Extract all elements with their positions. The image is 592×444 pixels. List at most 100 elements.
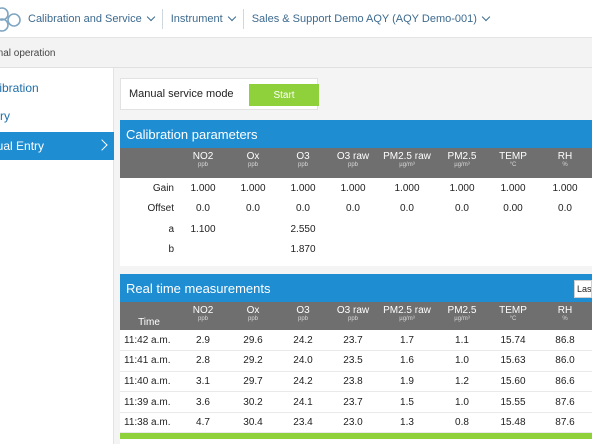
column-unit: ppb (297, 162, 308, 168)
cell (488, 432, 538, 439)
cell: 0.8 (436, 412, 488, 434)
cell[interactable] (228, 240, 278, 261)
cell: 1.0 (436, 391, 488, 413)
column-unit: ppb (197, 316, 208, 322)
table-row: 11:39 a.m. 3.6 30.2 24.1 23.7 1.5 1.0 15… (120, 391, 592, 413)
cell[interactable]: 2.550 (290, 223, 316, 235)
cell[interactable] (328, 219, 378, 240)
sidebar-item-label: alibration (0, 81, 39, 95)
cell: 15.60 (488, 371, 538, 393)
cell[interactable] (488, 219, 538, 240)
calibration-row-b: b 1.870 (120, 240, 592, 261)
cell[interactable] (436, 219, 488, 240)
column-name: O3 raw (336, 305, 370, 316)
cell[interactable]: 0.0 (296, 203, 310, 215)
cell: 24.2 (278, 330, 328, 352)
column-unit: µg/m³ (454, 316, 470, 322)
column-header-pm25: PM2.5 µg/m³ (436, 148, 488, 178)
top-bar: Calibration and Service Instrument Sales… (0, 0, 592, 38)
cell[interactable]: 1.870 (290, 244, 316, 256)
cell: 2.8 (178, 350, 228, 372)
column-header-no2: NO2 ppb (178, 302, 228, 330)
realtime-title: Real time measurements (126, 280, 271, 296)
column-unit: % (562, 316, 568, 322)
cell[interactable]: 1.000 (240, 182, 266, 194)
logo-icon (0, 7, 21, 32)
cell[interactable]: 1.000 (290, 182, 316, 194)
cell: 15.55 (488, 391, 538, 413)
column-name: PM2.5 raw (383, 305, 431, 316)
sidebar-item-manual-entry[interactable]: nual Entry (0, 132, 114, 160)
time-cell: 11:41 a.m. (120, 350, 178, 372)
cell[interactable]: 1.000 (190, 182, 216, 194)
realtime-header: Real time measurements Las (120, 274, 592, 302)
cell: 23.8 (328, 371, 378, 393)
cell[interactable] (538, 240, 592, 261)
calibration-row-gain: Gain 1.000 1.000 1.000 1.000 1.000 1.000… (120, 178, 592, 199)
chevron-right-icon (96, 139, 108, 151)
cell[interactable]: 0.0 (558, 203, 572, 215)
cell[interactable]: 1.000 (552, 182, 578, 194)
cell: 86.0 (538, 350, 592, 372)
column-name: RH (557, 305, 573, 316)
calibration-panel: Calibration parameters NO2 ppb Ox ppb O3 pp… (120, 120, 592, 266)
cell: 30.4 (228, 412, 278, 434)
cell (278, 432, 328, 439)
column-name: O3 (296, 305, 310, 316)
cell[interactable]: 0.0 (196, 203, 210, 215)
column-unit: °C (509, 316, 517, 322)
row-label: Gain (152, 182, 174, 194)
cell: 23.4 (278, 412, 328, 434)
cell[interactable]: 1.000 (449, 182, 475, 194)
cell[interactable]: 1.000 (500, 182, 526, 194)
cell[interactable] (228, 219, 278, 240)
calibration-table: NO2 ppb Ox ppb O3 ppb O3 raw ppb PM2.5 raw µg… (120, 148, 592, 260)
cell[interactable]: 0.0 (400, 203, 414, 215)
column-name: O3 (296, 151, 310, 162)
cell: 2.9 (178, 330, 228, 352)
cell: 1.3 (378, 412, 436, 434)
breadcrumb-device[interactable]: Sales & Support Demo AQY (AQY Demo-001) (242, 9, 497, 29)
column-unit: ppb (297, 316, 308, 322)
cell: 23.7 (328, 391, 378, 413)
cell[interactable] (538, 219, 592, 240)
cell[interactable]: 0.0 (346, 203, 360, 215)
cell[interactable] (378, 240, 436, 261)
cell: 24.1 (278, 391, 328, 413)
column-name: O3 raw (336, 151, 370, 162)
cell[interactable] (488, 240, 538, 261)
column-name: PM2.5 (447, 305, 477, 316)
cell[interactable]: 1.000 (394, 182, 420, 194)
manual-service-label: Manual service mode (129, 88, 234, 100)
cell[interactable] (178, 240, 228, 261)
breadcrumb-instrument[interactable]: Instrument (161, 9, 243, 29)
status-bar: ormal operation (0, 38, 592, 68)
breadcrumb-calibration-and-service[interactable]: Calibration and Service (20, 9, 162, 29)
sidebar-item-history[interactable]: tory (0, 102, 114, 130)
cell: 15.63 (488, 350, 538, 372)
cell[interactable] (328, 240, 378, 261)
cell[interactable]: 0.0 (246, 203, 260, 215)
column-name: TEMP (499, 151, 527, 162)
cell: 87.6 (538, 412, 592, 434)
sidebar-item-label: tory (0, 109, 11, 123)
chevron-down-icon (146, 12, 155, 22)
cell: 24.0 (278, 350, 328, 372)
row-label: Offset (147, 203, 175, 215)
cell[interactable]: 0.00 (503, 203, 523, 215)
column-name: Ox (246, 305, 260, 316)
cell[interactable] (436, 240, 488, 261)
time-range-select[interactable]: Las (574, 280, 592, 298)
row-label: b (168, 244, 174, 256)
calibration-title: Calibration parameters (120, 120, 592, 148)
start-button[interactable]: Start (249, 84, 319, 106)
cell: 23.5 (328, 350, 378, 372)
cell[interactable] (378, 219, 436, 240)
time-cell: 11:40 a.m. (120, 371, 178, 393)
cell[interactable]: 0.0 (455, 203, 469, 215)
column-unit: % (562, 162, 568, 168)
cell[interactable]: 1.100 (190, 223, 216, 235)
table-row: 11:40 a.m. 3.1 29.7 24.2 23.8 1.9 1.2 15… (120, 371, 592, 393)
sidebar-item-calibration[interactable]: alibration (0, 74, 114, 102)
cell[interactable]: 1.000 (340, 182, 366, 194)
